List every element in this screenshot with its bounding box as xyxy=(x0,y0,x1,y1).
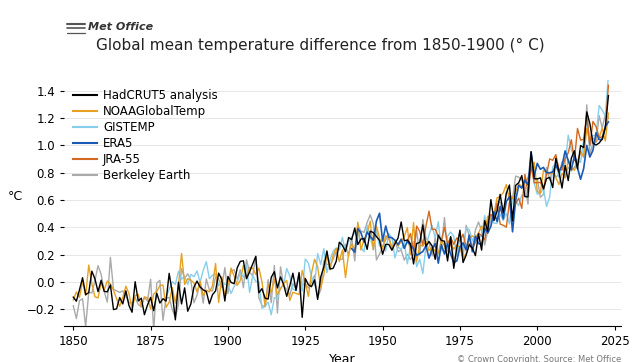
X-axis label: Year: Year xyxy=(329,353,356,362)
Y-axis label: °C: °C xyxy=(8,190,23,203)
Text: Met Office: Met Office xyxy=(88,22,154,32)
Text: Global mean temperature difference from 1850-1900 (° C): Global mean temperature difference from … xyxy=(96,38,544,53)
Text: © Crown Copyright. Source: Met Office: © Crown Copyright. Source: Met Office xyxy=(456,355,621,362)
Legend: HadCRUT5 analysis, NOAAGlobalTemp, GISTEMP, ERA5, JRA-55, Berkeley Earth: HadCRUT5 analysis, NOAAGlobalTemp, GISTE… xyxy=(70,85,221,185)
